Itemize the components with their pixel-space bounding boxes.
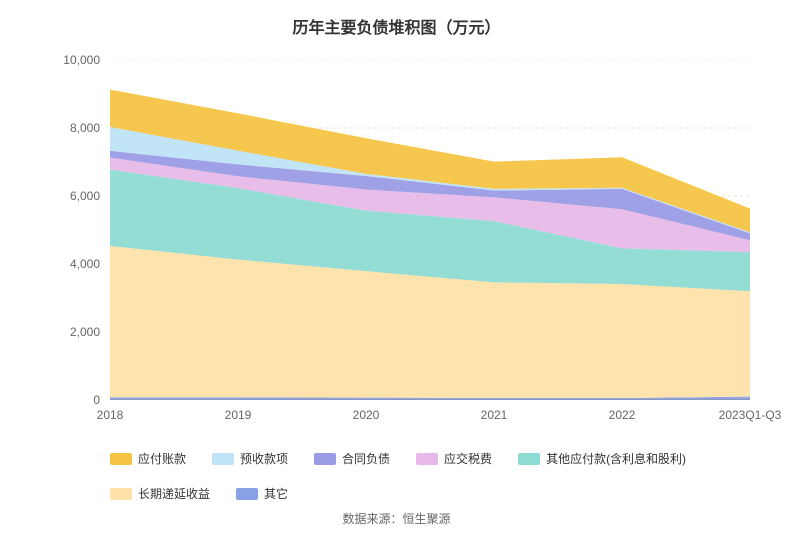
legend-label: 预收款项 <box>240 450 288 467</box>
legend-swatch <box>518 453 540 465</box>
legend-label: 合同负债 <box>342 450 390 467</box>
x-tick-label: 2022 <box>609 408 636 422</box>
y-tick-label: 4,000 <box>50 257 100 271</box>
legend-swatch <box>212 453 234 465</box>
x-tick-label: 2020 <box>353 408 380 422</box>
plot-area <box>110 60 750 400</box>
legend-item-advance_receipts[interactable]: 预收款项 <box>212 450 288 467</box>
data-source-label: 数据来源：恒生聚源 <box>0 510 793 527</box>
x-tick-label: 2021 <box>481 408 508 422</box>
legend-swatch <box>314 453 336 465</box>
legend-item-tax_payable[interactable]: 应交税费 <box>416 450 492 467</box>
legend-swatch <box>416 453 438 465</box>
legend-swatch <box>236 488 258 500</box>
legend-item-other_payables[interactable]: 其他应付款(含利息和股利) <box>518 450 686 467</box>
stacked-area-svg <box>110 60 750 400</box>
y-tick-label: 8,000 <box>50 121 100 135</box>
x-tick-label: 2023Q1-Q3 <box>719 408 782 422</box>
legend-label: 长期递延收益 <box>138 485 210 502</box>
legend-item-contract_liabilities[interactable]: 合同负债 <box>314 450 390 467</box>
legend-item-long_term_deferred[interactable]: 长期递延收益 <box>110 485 210 502</box>
legend-label: 应交税费 <box>444 450 492 467</box>
legend-item-accounts_payable[interactable]: 应付账款 <box>110 450 186 467</box>
legend-label: 其他应付款(含利息和股利) <box>546 450 686 467</box>
y-tick-label: 6,000 <box>50 189 100 203</box>
x-tick-label: 2018 <box>97 408 124 422</box>
legend-label: 其它 <box>264 485 288 502</box>
legend-swatch <box>110 488 132 500</box>
x-tick-label: 2019 <box>225 408 252 422</box>
chart-container: 历年主要负债堆积图（万元） 0 2,000 4,000 6,000 8,000 10,00… <box>0 0 793 534</box>
legend-label: 应付账款 <box>138 450 186 467</box>
y-tick-label: 10,000 <box>50 53 100 67</box>
legend-swatch <box>110 453 132 465</box>
y-tick-label: 2,000 <box>50 325 100 339</box>
legend: 应付账款 预收款项 合同负债 应交税费 其他应付款(含利息和股利) 长期递延收益 其它 <box>110 450 753 502</box>
chart-title: 历年主要负债堆积图（万元） <box>0 0 793 38</box>
y-tick-label: 0 <box>50 393 100 407</box>
legend-item-other[interactable]: 其它 <box>236 485 288 502</box>
